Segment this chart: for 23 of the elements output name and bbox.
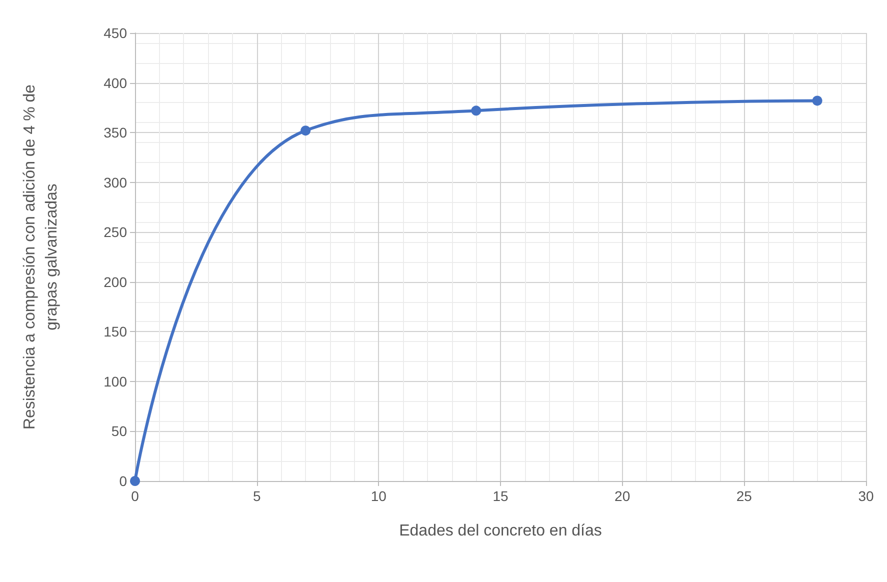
y-tick-label: 0 [119, 473, 128, 489]
y-tick-label: 100 [104, 373, 128, 390]
y-tick-label: 300 [104, 174, 128, 190]
y-tick-label: 250 [104, 224, 128, 240]
x-tick-label: 15 [492, 488, 508, 504]
point [471, 106, 482, 116]
y-tick-label: 200 [104, 274, 128, 290]
x-tick-label: 5 [252, 488, 261, 504]
y-tick-label: 450 [104, 25, 128, 41]
y-tick-label: 50 [111, 423, 128, 440]
point [300, 126, 311, 136]
x-tick-label: 20 [614, 488, 630, 504]
y-tick-label: 350 [104, 124, 128, 141]
x-tick-label: 10 [370, 488, 387, 504]
point [130, 476, 140, 486]
point [812, 96, 822, 106]
y-axis-title: Resistencia a compresión con adición de 4 % de grapas galvanizadas [22, 84, 60, 430]
x-tick-label: 0 [131, 488, 140, 504]
y-tick-label: 150 [104, 324, 128, 340]
x-tick-label: 25 [736, 488, 752, 504]
x-axis-title: Edades del concreto en días [399, 522, 602, 540]
y-tick-label: 400 [104, 74, 128, 91]
x-tick-label: 30 [858, 488, 874, 504]
